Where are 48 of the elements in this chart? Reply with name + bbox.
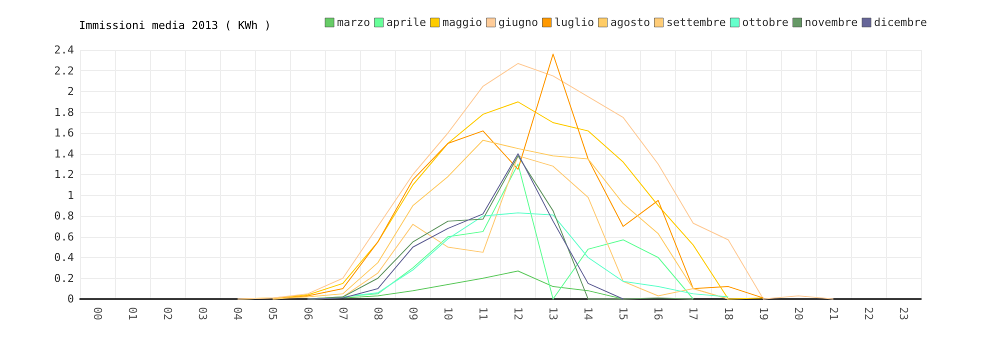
y-tick-label: 2.2 [54, 64, 74, 78]
x-tick-label: 03 [196, 307, 210, 320]
legend-label: agosto [610, 16, 650, 29]
x-tick-label: 08 [371, 307, 384, 320]
y-tick-label: 0.2 [54, 272, 74, 285]
y-tick-label: 0.8 [54, 210, 74, 222]
y-tick-label: 1.8 [54, 106, 74, 119]
legend-label: luglio [554, 16, 594, 29]
x-tick-label: 14 [582, 307, 595, 321]
x-tick-label: 04 [231, 307, 244, 321]
x-tick-label: 12 [512, 307, 525, 320]
x-tick-label: 21 [826, 307, 840, 320]
x-tick-label: 09 [406, 307, 420, 320]
y-tick-label: 0.6 [54, 230, 74, 244]
x-tick-label: 10 [441, 307, 454, 320]
x-tick-label: 06 [301, 307, 314, 320]
x-tick-label: 13 [546, 307, 560, 320]
y-tick-label: 1.2 [54, 168, 74, 181]
x-tick-label: 07 [336, 307, 350, 320]
x-tick-label: 19 [756, 307, 770, 320]
legend-label: novembre [804, 16, 858, 29]
legend-label: giugno [498, 16, 538, 29]
y-tick-label: 2 [67, 85, 74, 98]
legend-label: maggio [442, 16, 482, 29]
x-tick-label: 20 [792, 307, 805, 320]
x-tick-label: 05 [266, 307, 280, 320]
x-tick-label: 23 [896, 307, 910, 320]
x-tick-label: 02 [161, 307, 174, 320]
x-tick-label: 15 [616, 307, 630, 320]
y-tick-label: 2.4 [54, 44, 74, 56]
y-tick-label: 1.6 [54, 126, 74, 140]
x-tick-label: 01 [126, 307, 140, 320]
legend-label: dicembre [874, 16, 928, 29]
legend-label: ottobre [742, 16, 789, 29]
x-tick-label: 22 [862, 307, 875, 320]
legend-label: settembre [666, 16, 726, 29]
y-tick-label: 0.4 [54, 251, 74, 264]
x-tick-label: 00 [91, 307, 104, 320]
x-tick-label: 18 [722, 307, 735, 320]
chart-title: Immissioni media 2013 ( KWh ) [79, 19, 272, 32]
x-tick-label: 16 [652, 307, 665, 320]
y-tick-label: 0 [67, 292, 74, 306]
x-tick-label: 11 [476, 307, 490, 320]
x-tick-label: 17 [686, 307, 700, 320]
y-tick-label: 1.4 [54, 147, 74, 160]
y-tick-label: 1 [67, 188, 74, 202]
legend-label: aprile [386, 16, 426, 29]
legend-label: marzo [337, 16, 370, 29]
